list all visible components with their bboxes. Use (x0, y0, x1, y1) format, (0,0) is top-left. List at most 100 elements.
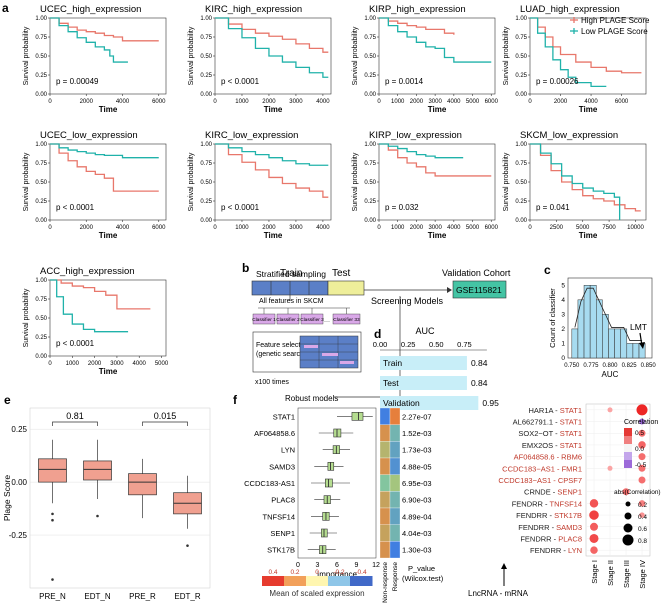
km-legend-label: High PLAGE Score (581, 16, 650, 25)
box-outlier (96, 514, 99, 518)
imp-gene-label: CCDC183-AS1 (244, 479, 295, 488)
km-curve-high (215, 143, 329, 198)
imp-pvalue-sub: (Wilcox.test) (402, 574, 444, 583)
km-curve-high (50, 143, 159, 192)
dot-point (638, 441, 646, 449)
imp-heat-cell (389, 407, 401, 425)
dot-row-mrna: SENP1 (557, 488, 582, 497)
imp-gene-label: TNFSF14 (262, 512, 295, 521)
km-curve-high (50, 17, 159, 42)
km-ytick-label: 0.25 (200, 199, 212, 205)
x100-label: x100 times (255, 379, 289, 386)
dot-row-lnc: AL662791.1 - (513, 418, 560, 427)
km-xtick-label: 2000 (88, 361, 102, 367)
dot-row-lnc: SOX2−OT - (518, 429, 559, 438)
km-ytick-label: 0.50 (364, 54, 376, 60)
km-xlabel: Time (99, 231, 118, 240)
box-ylabel: Plage Score (2, 475, 12, 522)
box-ytick-label: 0.25 (11, 425, 27, 434)
km-ytick-label: 0.50 (515, 180, 527, 186)
km-ytick-label: 0.75 (35, 35, 47, 41)
dot-row-mrna: FMR1 (562, 464, 582, 473)
imp-gene-label: STAT1 (273, 412, 295, 421)
imp-box (351, 412, 364, 421)
km-plot-5: UCEC_low_expression 0.00 0.25 0.50 0.75 1.00 0… (23, 130, 167, 240)
dot-row-lnc: FENDRR - (520, 534, 558, 543)
hist-bar-1 (577, 299, 585, 359)
auc-value-label: 0.84 (471, 358, 488, 368)
imp-pvalue: 4.04e-03 (402, 529, 432, 538)
km-pvalue: p = 0.041 (536, 203, 570, 212)
km-xtick-label: 2000 (262, 99, 276, 105)
gse-box (452, 280, 507, 299)
hist-bar-7 (614, 328, 621, 359)
imp-xlabel: Importance (317, 570, 358, 579)
km-ytick-label: 0.25 (364, 73, 376, 79)
km-plot-9: ACC_high_expression 0.00 0.25 0.50 0.75 1.00 0… (23, 266, 169, 376)
dot-row-mrna: LYN (568, 546, 582, 555)
km-plot-2: KIRC_high_expression 0.00 0.25 0.50 0.75 1.00… (188, 4, 332, 114)
box-outlier (51, 512, 54, 516)
km-ytick-label: 0.50 (35, 54, 47, 60)
classifier-label-1: Classifier 1 (252, 317, 276, 323)
classifier-label-4: Classifier 33 (333, 317, 360, 323)
km-curve-high (379, 143, 492, 177)
auc-value-label: 0.84 (471, 378, 488, 388)
km-xtick-label: 5000 (576, 225, 590, 231)
km-ylabel: Survival probability (23, 152, 30, 211)
km-xtick-label: 5000 (155, 361, 169, 367)
km-xtick-label: 3000 (289, 225, 303, 231)
km-xtick-label: 0 (528, 225, 532, 231)
dot-row-mrna: CPSF7 (558, 476, 582, 485)
imp-heat-cell (379, 474, 391, 492)
dot-row-label: AF064858.6 - RBM6 (514, 453, 582, 462)
km-plot-4: LUAD_high_expression 0.00 0.25 0.50 0.75 1.00… (503, 4, 650, 114)
km-xlabel: Time (428, 231, 447, 240)
panel-label-a: a (2, 1, 9, 15)
hist-xtick-label: 0.775 (583, 363, 599, 369)
km-ytick-label: 0.25 (35, 335, 47, 341)
km-plots: UCEC_high_expression 0.00 0.25 0.50 0.75 1.00… (23, 4, 650, 376)
imp-pvalue-header: P_value (408, 564, 435, 573)
dot-legend-size-point (623, 523, 633, 533)
auc-xtick-label: 0.25 (401, 340, 416, 349)
km-frame (378, 17, 496, 95)
km-xtick-label: 1000 (391, 99, 405, 105)
imp-colorbar-tick: -0.4 (355, 569, 367, 576)
dot-point (590, 546, 598, 554)
km-ytick-label: 0.50 (35, 180, 47, 186)
km-curve-high (215, 17, 329, 53)
box-ytick-label: 0.00 (11, 478, 27, 487)
km-xtick-label: 2000 (80, 99, 94, 105)
imp-gene-label: PLAC8 (271, 496, 295, 505)
dot-point (607, 407, 613, 413)
auc-bar-chart: AUC 0.00 0.25 0.50 0.75 Train 0.84 Test 0.84 Vali… (373, 326, 499, 410)
dot-row-lnc: FENDRR - (518, 523, 556, 532)
imp-heat-cell (389, 441, 401, 459)
km-ytick-label: 0.00 (35, 92, 47, 98)
km-ytick-label: 0.25 (35, 73, 47, 79)
km-ytick-label: 1.00 (364, 142, 376, 148)
imp-heat-cell (379, 507, 391, 525)
hist-ytick-label: 0 (561, 355, 565, 362)
dot-row-mrna: STAT1 (560, 441, 582, 450)
dot-row-label: FENDRR - SAMD3 (518, 523, 582, 532)
dot-axis-arrowhead (501, 563, 507, 569)
auc-xtick-label: 0.00 (373, 340, 388, 349)
imp-gene-label: SENP1 (270, 529, 295, 538)
dot-row-mrna: STAT1 (560, 429, 582, 438)
dot-legend-size-tick: 0.2 (638, 502, 647, 509)
imp-pvalue: 4.88e-05 (402, 462, 432, 471)
imp-heat-cell (389, 424, 401, 442)
panel-label-b: b (242, 261, 249, 275)
km-curve-low (530, 143, 621, 220)
km-xtick-label: 10000 (627, 225, 644, 231)
km-xtick-label: 4000 (584, 99, 598, 105)
hist-arrowhead (639, 342, 645, 349)
dot-legend-size-tick: 0.8 (638, 538, 647, 545)
imp-colorbar-segment (284, 576, 307, 586)
dot-row-label: HAR1A - STAT1 (529, 406, 583, 415)
km-ylabel: Survival probability (352, 152, 359, 211)
km-xtick-label: 5000 (466, 225, 480, 231)
km-title: SKCM_low_expression (520, 130, 618, 141)
